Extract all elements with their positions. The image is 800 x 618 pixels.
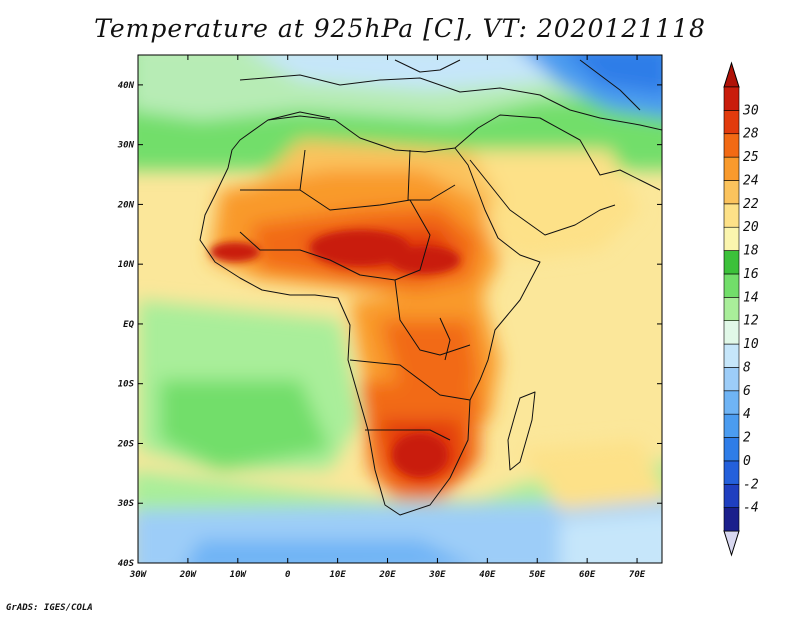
colorbar-level-label: 14 [743,290,759,305]
colorbar-under-arrow [723,530,740,557]
colorbar-swatch [723,390,740,415]
colorbar-level-label: 10 [743,337,759,352]
colorbar-level-label: 2 [743,431,751,446]
lon-tick-label: 70E [629,570,646,580]
colorbar-level-label: 0 [743,454,751,469]
colorbar-level-label: 28 [743,127,759,142]
lon-tick-label: 10W [230,570,248,580]
colorbar-swatch [723,297,740,321]
colorbar-swatch [723,273,740,298]
lon-tick-label: 30W [129,570,148,580]
colorbar-swatch [723,507,740,532]
credit-text: GrADS: IGES/COLA [6,603,93,613]
map-frame [137,54,663,564]
colorbar-swatch [723,250,740,275]
colorbar-swatch [723,156,740,181]
lat-tick-label: EQ [123,320,134,330]
lat-tick-label: 40N [118,81,135,91]
lon-tick-label: 50E [529,570,546,580]
colorbar-level-label: 24 [743,173,759,188]
colorbar-swatch [723,320,740,345]
colorbar-level-label: 22 [743,197,759,212]
colorbar-level-label: 4 [743,407,751,422]
lon-tick-label: 20W [179,570,198,580]
axis-ticks: 30W 20W 10W 0 10E 20E 30E 40E 50E 60E 70E 40N 30N 20N… [117,55,662,580]
colorbar-level-label: 16 [743,267,759,282]
colorbar-swatch [723,343,740,368]
lon-tick-label: 0 [285,570,291,580]
temperature-field [138,55,662,563]
colorbar-swatch [723,226,740,251]
map-title: Temperature at 925hPa [C], VT: 202012111… [94,14,706,43]
colorbar-swatch [723,460,740,485]
colorbar-level-label: 20 [743,220,759,235]
colorbar-over-arrow [723,61,740,88]
colorbar-level-label: 12 [743,314,759,329]
lat-tick-label: 20N [117,200,135,210]
colorbar-level-label: 25 [743,150,759,165]
coastline-overlay [199,59,662,516]
colorbar-level-label: -4 [743,501,759,516]
colorbar-swatch [723,483,740,508]
lon-tick-label: 60E [579,570,596,580]
lon-tick-label: 10E [329,570,346,580]
lon-tick-label: 30E [428,570,446,580]
colorbar-swatch [723,180,740,205]
lat-tick-label: 10N [118,260,135,270]
lat-tick-label: 30S [117,499,135,509]
colorbar-swatch [723,413,740,438]
colorbar-swatch [723,437,740,462]
lat-tick-label: 30N [117,141,135,151]
colorbar-level-label: 18 [743,244,759,259]
lat-tick-label: 20S [117,439,135,449]
colorbar-level-label: 6 [743,384,751,399]
colorbar-level-label: 30 [742,103,759,118]
lon-tick-label: 20E [378,570,396,580]
colorbar-swatch [723,86,740,111]
lon-tick-label: 40E [479,570,496,580]
colorbar-swatch [723,133,740,158]
colorbar-level-label: 8 [743,360,751,375]
colorbar-swatch [723,367,740,392]
colorbar-swatch [723,110,740,135]
lat-tick-label: 40S [118,559,135,569]
colorbar-level-label: -2 [743,477,759,492]
lat-tick-label: 10S [118,380,135,390]
colorbar-swatch [723,203,740,228]
